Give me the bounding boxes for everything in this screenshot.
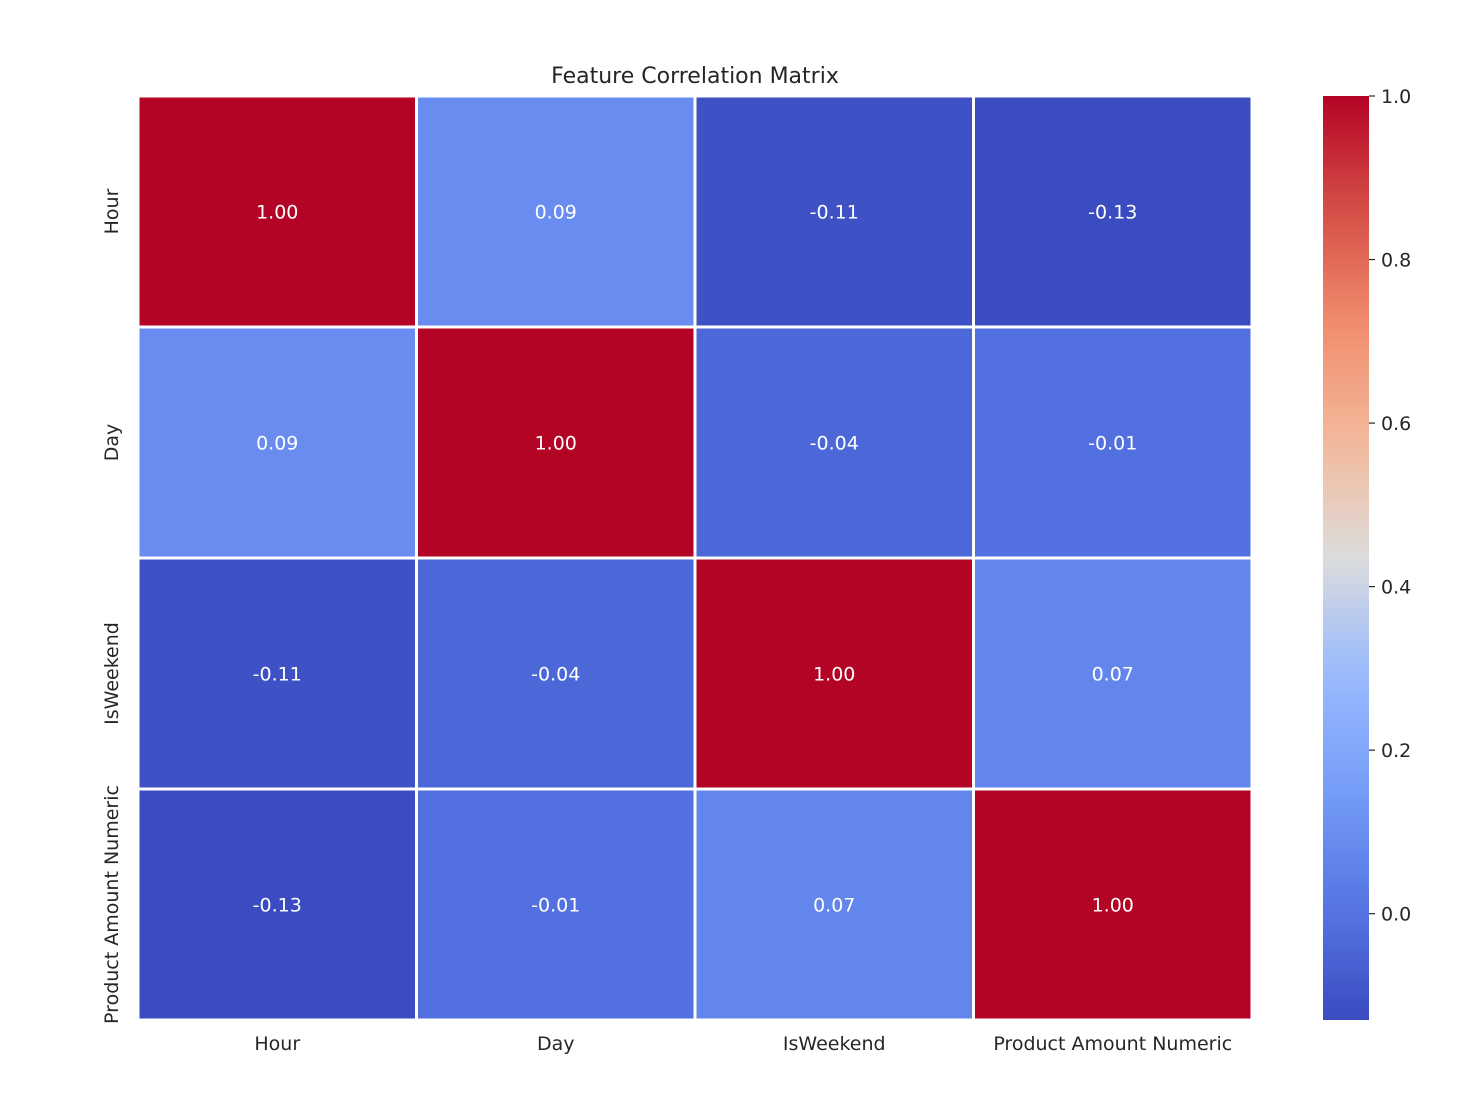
colorbar-tick-label: 0.8	[1381, 250, 1411, 272]
x-tick-labels: Hour Day IsWeekend Product Amount Numeric	[254, 1033, 1232, 1055]
heatmap-cell-0-2	[693, 94, 975, 329]
colorbar-tick-label: 0.4	[1381, 577, 1411, 599]
heatmap-cell-3-3	[972, 787, 1254, 1022]
colorbar-tick-label: 0.2	[1381, 740, 1411, 762]
colorbar-gradient	[1323, 96, 1369, 1020]
heatmap-cell-1-1	[415, 325, 697, 560]
cell-annotation-1-1: 1.00	[535, 433, 577, 455]
cell-annotation-0-0: 1.00	[256, 202, 298, 224]
heatmap-cell-2-1	[415, 556, 697, 791]
colorbar: 0.0 0.2 0.4 0.6 0.8 1.0	[1323, 86, 1411, 1020]
cell-annotation-0-1: 0.09	[535, 202, 577, 224]
heatmap-cell-1-0	[136, 325, 418, 560]
cell-annotation-3-1: -0.01	[531, 895, 580, 917]
cell-annotation-2-0: -0.11	[253, 664, 302, 686]
heatmap-cell-0-0	[136, 94, 418, 329]
heatmap-cell-0-1	[415, 94, 697, 329]
colorbar-tick-label: 0.0	[1381, 904, 1411, 926]
heatmap-cell-3-0	[136, 787, 418, 1022]
cell-annotation-1-2: -0.04	[810, 433, 859, 455]
cell-annotations: 1.00 0.09 -0.11 -0.13 0.09 1.00 -0.04 -0.01 -0.1…	[253, 202, 1138, 917]
chart-title: Feature Correlation Matrix	[551, 64, 839, 89]
heatmap-cells	[136, 94, 1254, 1022]
cell-annotation-1-3: -0.01	[1088, 433, 1137, 455]
cell-annotation-1-0: 0.09	[256, 433, 298, 455]
cell-annotation-3-3: 1.00	[1092, 895, 1134, 917]
cell-annotation-0-3: -0.13	[1088, 202, 1137, 224]
heatmap-cell-3-1	[415, 787, 697, 1022]
x-tick-label-isweekend: IsWeekend	[783, 1033, 886, 1055]
colorbar-tick-label: 0.6	[1381, 413, 1411, 435]
cell-annotation-2-1: -0.04	[531, 664, 580, 686]
x-tick-label-product-amount-numeric: Product Amount Numeric	[993, 1033, 1232, 1055]
cell-annotation-2-3: 0.07	[1092, 664, 1134, 686]
cell-annotation-3-0: -0.13	[253, 895, 302, 917]
cell-annotation-3-2: 0.07	[813, 895, 855, 917]
heatmap-cell-0-3	[972, 94, 1254, 329]
heatmap-cell-2-3	[972, 556, 1254, 791]
heatmap-cell-1-3	[972, 325, 1254, 560]
y-tick-label-day: Day	[101, 424, 123, 462]
cell-annotation-2-2: 1.00	[813, 664, 855, 686]
x-tick-label-day: Day	[537, 1033, 575, 1055]
y-tick-label-product-amount-numeric: Product Amount Numeric	[101, 785, 123, 1024]
cell-annotation-0-2: -0.11	[810, 202, 859, 224]
y-tick-labels: Hour Day IsWeekend Product Amount Numeric	[101, 188, 123, 1024]
colorbar-tick-label: 1.0	[1381, 86, 1411, 108]
x-tick-label-hour: Hour	[254, 1033, 300, 1055]
y-tick-label-isweekend: IsWeekend	[101, 622, 123, 725]
y-tick-label-hour: Hour	[101, 188, 123, 234]
